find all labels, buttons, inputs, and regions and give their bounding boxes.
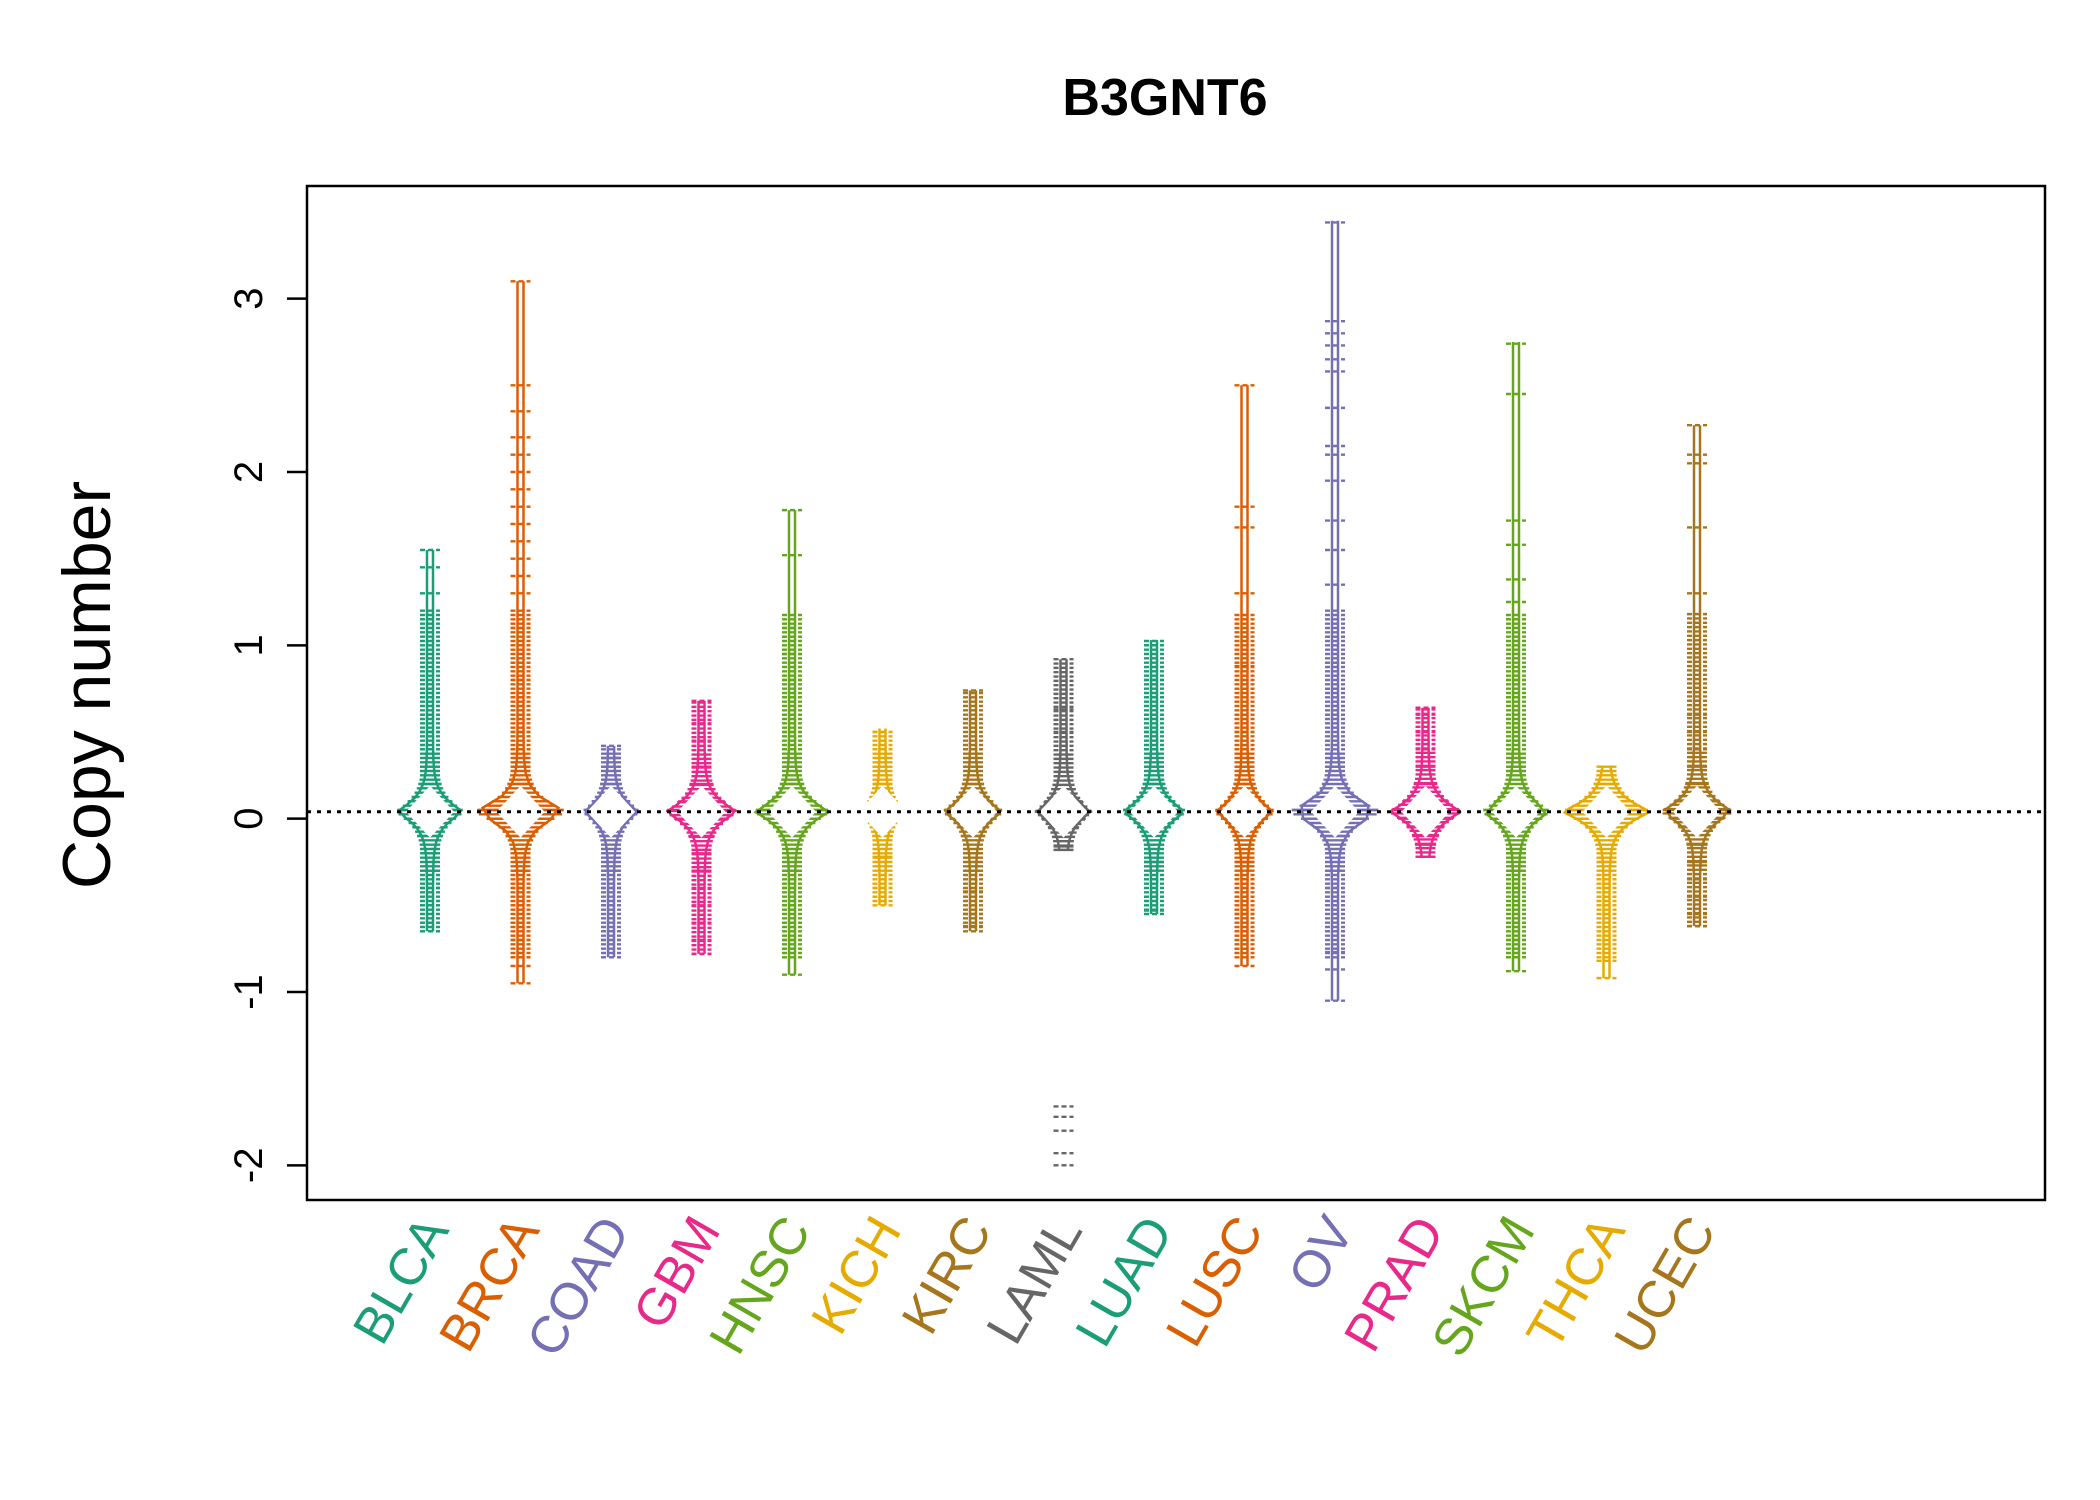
- y-tick-label: 2: [227, 461, 271, 483]
- bean-prad: [1389, 706, 1462, 858]
- plot-frame: [305, 184, 2047, 1202]
- bean-median-marker: [949, 785, 997, 838]
- beans-layer: [397, 220, 1732, 1167]
- bean-laml: [1034, 658, 1093, 1167]
- x-category-label-ov: OV: [1278, 1207, 1366, 1301]
- bean-median-marker: [1039, 785, 1088, 838]
- bean-density-right: [431, 550, 463, 932]
- bean-density-left: [1484, 342, 1515, 972]
- x-category-label-lusc: LUSC: [1155, 1207, 1275, 1356]
- bean-density-right: [1155, 640, 1184, 914]
- bean-median-marker: [1401, 785, 1450, 838]
- x-category-label-kich: KICH: [801, 1207, 913, 1344]
- bean-kirc: [943, 689, 1003, 933]
- y-tick-label: 0: [227, 808, 271, 830]
- y-tick-label: -2: [227, 1148, 271, 1184]
- bean-density-right: [612, 745, 638, 958]
- bean-density-left: [1214, 385, 1243, 966]
- bean-median-marker: [1130, 785, 1178, 838]
- bean-ov: [1291, 220, 1379, 1002]
- bean-luad: [1123, 639, 1185, 916]
- bean-density-left: [584, 745, 610, 958]
- y-axis-label: Copy number: [49, 481, 125, 889]
- bean-blca: [397, 548, 463, 933]
- bean-median-marker: [1311, 785, 1359, 838]
- bean-thca: [1562, 765, 1651, 980]
- bean-skcm: [1483, 342, 1549, 973]
- bean-median-marker: [1582, 785, 1631, 838]
- bean-density-left: [397, 550, 429, 932]
- bean-density-right: [1517, 342, 1548, 972]
- y-tick-label: 3: [227, 288, 271, 310]
- bean-lusc: [1214, 384, 1275, 968]
- y-tick-label: -1: [227, 974, 271, 1010]
- bean-coad: [583, 744, 639, 959]
- bean-density-left: [1124, 640, 1153, 914]
- bean-ucec: [1662, 424, 1732, 928]
- bean-median-marker: [1220, 785, 1269, 838]
- bean-brca: [477, 280, 564, 985]
- bean-hnsc: [753, 508, 831, 976]
- bean-median-marker: [677, 785, 726, 838]
- bean-median-marker: [768, 785, 816, 838]
- bean-median-marker: [1492, 785, 1540, 838]
- bean-gbm: [666, 699, 737, 956]
- bean-kich: [858, 728, 907, 907]
- bean-median-marker: [858, 785, 907, 838]
- chart-title: B3GNT6: [1062, 69, 1267, 127]
- bean-density-left: [753, 510, 791, 975]
- y-axis: -2 -1 0 1 2 3: [227, 288, 307, 1184]
- y-tick-label: 1: [227, 634, 271, 656]
